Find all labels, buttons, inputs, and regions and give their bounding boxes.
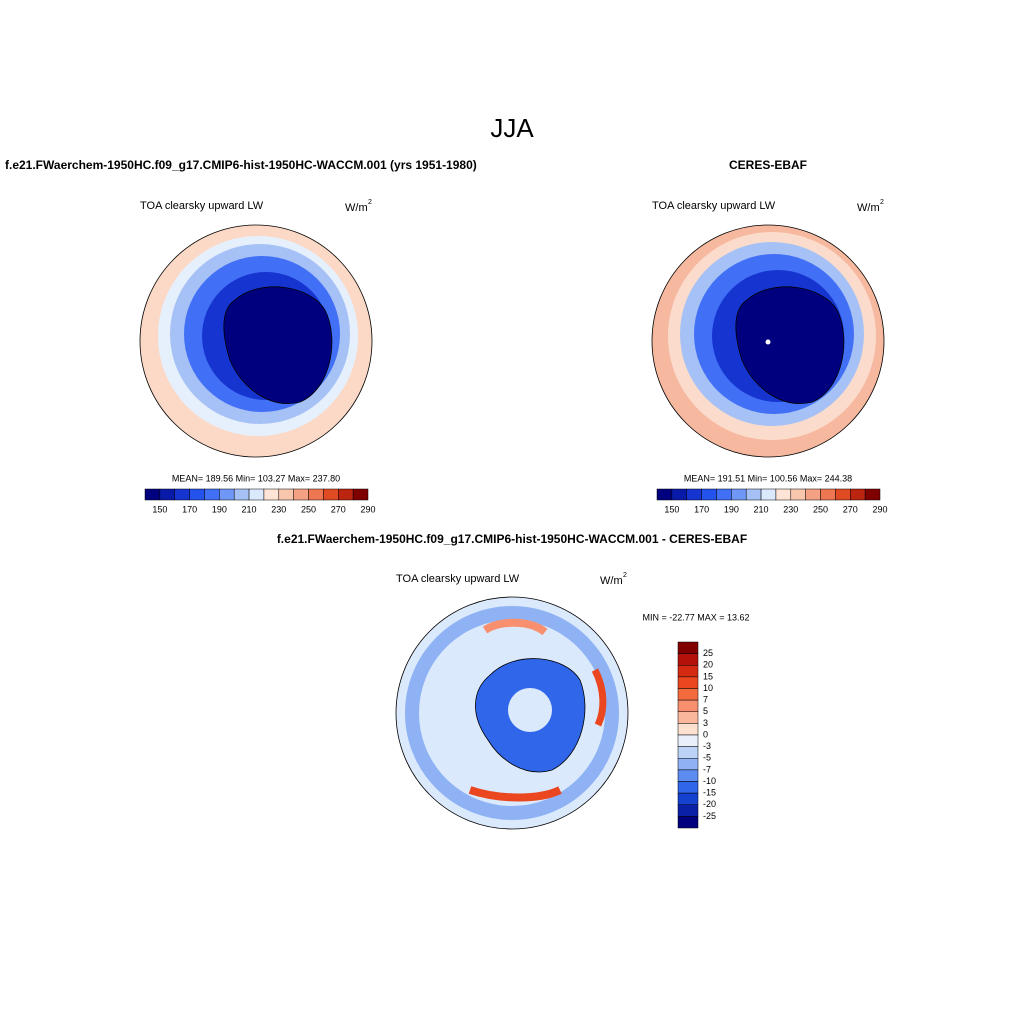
- stats-label: MEAN= 191.51 Min= 100.56 Max= 244.38: [684, 473, 852, 483]
- colorbar-swatch: [677, 665, 699, 678]
- colorbar-swatch: [144, 488, 161, 501]
- colorbar-label: 230: [271, 504, 286, 514]
- colorbar-swatch: [775, 488, 792, 501]
- colorbar-label: 170: [182, 504, 197, 514]
- colorbar-label: 150: [664, 504, 679, 514]
- colorbar-label: 290: [360, 504, 375, 514]
- units-power: 2: [623, 572, 627, 579]
- colorbar-label: 250: [301, 504, 316, 514]
- units-label: W/m: [345, 202, 368, 214]
- colorbar-swatch: [677, 769, 699, 782]
- colorbar-swatch: [656, 488, 673, 501]
- colorbar-swatch: [204, 488, 220, 501]
- panel-title: f.e21.FWaerchem-1950HC.f09_g17.CMIP6-his…: [5, 158, 477, 172]
- colorbar-swatch: [159, 488, 175, 501]
- colorbar-swatch: [219, 488, 235, 501]
- colorbar-swatch: [677, 699, 699, 712]
- polar-map: [139, 224, 373, 458]
- colorbar-label: 3: [703, 718, 708, 728]
- colorbar-label: 0: [703, 729, 708, 739]
- colorbar-swatch: [677, 758, 699, 771]
- colorbar-label: -5: [703, 753, 711, 763]
- colorbar-swatch: [716, 488, 732, 501]
- colorbar-swatch: [263, 488, 280, 501]
- colorbar-swatch: [189, 488, 205, 501]
- colorbar-swatch: [677, 723, 699, 736]
- colorbar-label: 270: [331, 504, 346, 514]
- colorbar-swatch: [677, 781, 699, 794]
- colorbar-swatch: [850, 488, 866, 501]
- colorbar-label: 5: [703, 706, 708, 716]
- units-power: 2: [880, 199, 884, 206]
- colorbar-swatch: [338, 488, 354, 501]
- colorbar-label: 230: [783, 504, 798, 514]
- units-label: W/m: [857, 202, 880, 214]
- colorbar-label: 190: [724, 504, 739, 514]
- colorbar-label: 290: [872, 504, 887, 514]
- colorbar-swatch: [671, 488, 687, 501]
- colorbar-swatch: [805, 488, 821, 501]
- colorbar-label: 20: [703, 660, 713, 670]
- colorbar-label: 170: [694, 504, 709, 514]
- panel-title: CERES-EBAF: [729, 158, 807, 172]
- panel-title: f.e21.FWaerchem-1950HC.f09_g17.CMIP6-his…: [277, 532, 747, 546]
- colorbar-swatch: [323, 488, 339, 501]
- colorbar-label: -10: [703, 776, 716, 786]
- colorbar-swatch: [701, 488, 717, 501]
- figure-title: JJA: [490, 113, 534, 143]
- units-power: 2: [368, 199, 372, 206]
- variable-label: TOA clearsky upward LW: [140, 200, 264, 212]
- colorbar-label: 10: [703, 683, 713, 693]
- colorbar-swatch: [677, 792, 699, 805]
- colorbar-label: 270: [843, 504, 858, 514]
- colorbar-swatch: [745, 488, 762, 501]
- polar-map: [651, 224, 885, 458]
- colorbar-swatch: [677, 746, 699, 759]
- colorbar-swatch: [278, 488, 294, 501]
- colorbar-label: 150: [152, 504, 167, 514]
- colorbar-swatch: [835, 488, 851, 501]
- variable-label: TOA clearsky upward LW: [652, 200, 776, 212]
- colorbar-swatch: [233, 488, 250, 501]
- colorbar-label: -3: [703, 741, 711, 751]
- colorbar-swatch: [677, 816, 699, 829]
- colorbar-swatch: [677, 688, 699, 701]
- colorbar-swatch: [174, 488, 190, 501]
- colorbar-swatch: [677, 711, 699, 724]
- units-label: W/m: [600, 575, 623, 587]
- colorbar-label: 210: [754, 504, 769, 514]
- colorbar-label: -15: [703, 788, 716, 798]
- colorbar-label: 7: [703, 695, 708, 705]
- colorbar-swatch: [677, 641, 699, 654]
- colorbar-swatch: [760, 488, 777, 501]
- colorbar-swatch: [677, 676, 699, 689]
- colorbar-swatch: [686, 488, 702, 501]
- colorbar-label: 15: [703, 671, 713, 681]
- colorbar-label: 190: [212, 504, 227, 514]
- colorbar-label: 210: [242, 504, 257, 514]
- variable-label: TOA clearsky upward LW: [396, 573, 520, 585]
- colorbar-label: -7: [703, 764, 711, 774]
- colorbar-label: 250: [813, 504, 828, 514]
- stats-label: MIN = -22.77 MAX = 13.62: [642, 612, 749, 622]
- colorbar-swatch: [293, 488, 309, 501]
- colorbar-swatch: [731, 488, 747, 501]
- colorbar-swatch: [790, 488, 806, 501]
- colorbar-swatch: [677, 653, 699, 666]
- colorbar-swatch: [677, 734, 699, 747]
- colorbar-swatch: [352, 488, 369, 501]
- colorbar-swatch: [308, 488, 324, 501]
- stats-label: MEAN= 189.56 Min= 103.27 Max= 237.80: [172, 473, 340, 483]
- colorbar-label: 25: [703, 648, 713, 658]
- colorbar-label: -20: [703, 799, 716, 809]
- colorbar-label: -25: [703, 811, 716, 821]
- colorbar-swatch: [820, 488, 836, 501]
- colorbar-swatch: [248, 488, 265, 501]
- polar-map: [395, 596, 629, 830]
- colorbar-swatch: [677, 804, 699, 817]
- colorbar-swatch: [864, 488, 881, 501]
